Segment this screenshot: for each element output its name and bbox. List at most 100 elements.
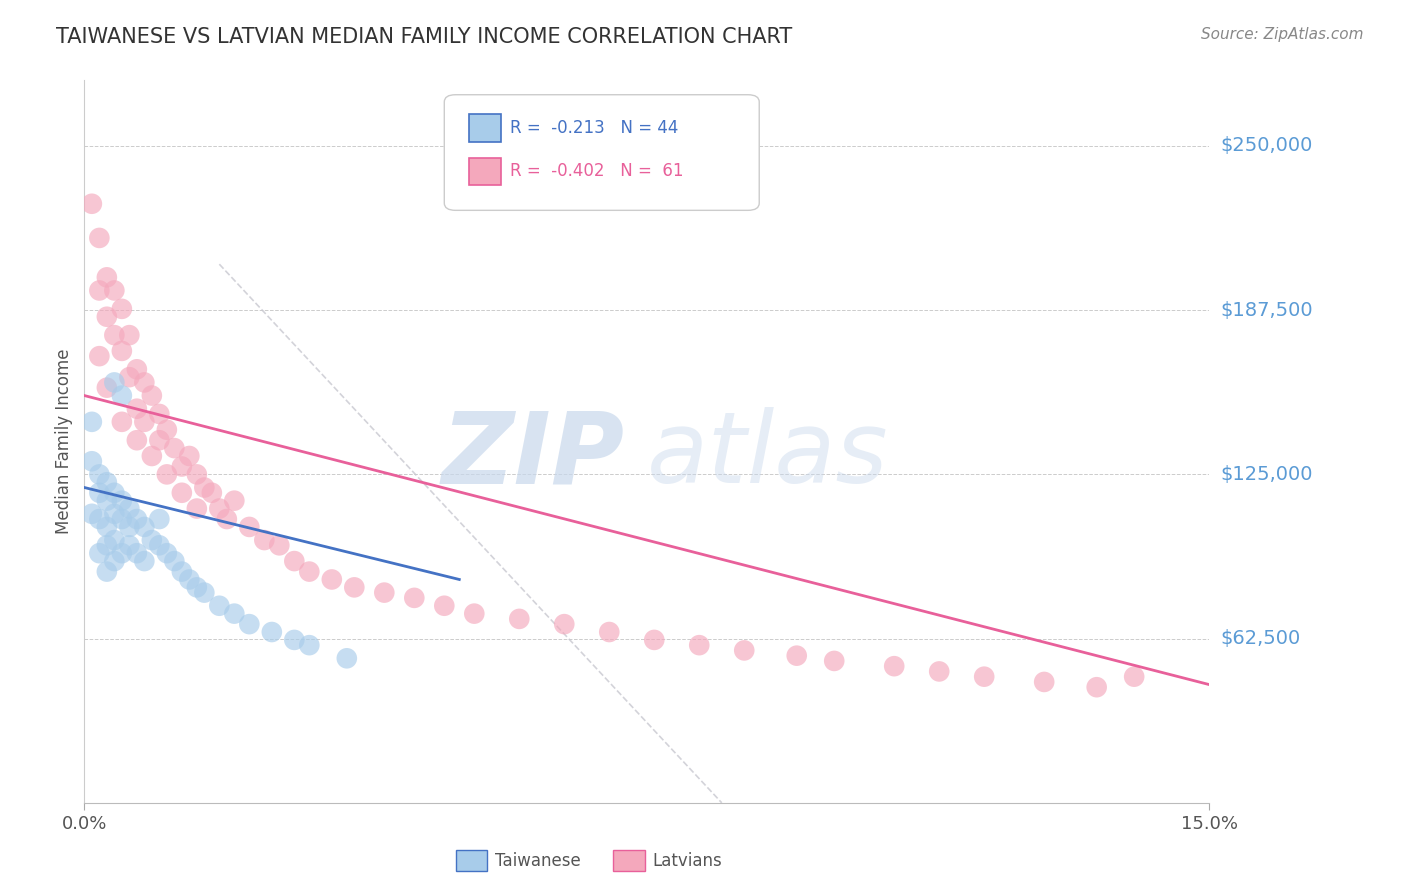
Point	[96, 538, 118, 552]
Point	[238, 617, 260, 632]
Point	[89, 231, 111, 245]
Point	[96, 381, 118, 395]
Point	[179, 449, 201, 463]
Point	[111, 388, 134, 402]
Point	[141, 533, 163, 547]
Point	[215, 512, 238, 526]
Point	[208, 599, 231, 613]
Point	[134, 415, 156, 429]
Point	[186, 467, 208, 482]
Point	[269, 538, 291, 552]
Point	[103, 554, 125, 568]
Point	[463, 607, 485, 621]
Point	[111, 415, 134, 429]
Point	[118, 328, 141, 343]
Point	[103, 507, 125, 521]
Bar	[470, 114, 501, 142]
Point	[643, 632, 665, 647]
Point	[141, 449, 163, 463]
Point	[253, 533, 276, 547]
Point	[118, 520, 141, 534]
Point	[89, 546, 111, 560]
Point	[80, 196, 103, 211]
Text: R =  -0.213   N = 44: R = -0.213 N = 44	[509, 119, 678, 137]
Point	[80, 415, 103, 429]
Text: atlas: atlas	[647, 408, 889, 505]
Point	[404, 591, 426, 605]
Point	[118, 538, 141, 552]
Point	[96, 310, 118, 324]
Point	[148, 538, 170, 552]
Point	[96, 520, 118, 534]
Bar	[613, 850, 644, 871]
Point	[1123, 670, 1146, 684]
Point	[823, 654, 845, 668]
Text: $125,000: $125,000	[1220, 465, 1313, 483]
Point	[89, 349, 111, 363]
Point	[238, 520, 260, 534]
FancyBboxPatch shape	[444, 95, 759, 211]
Point	[1033, 675, 1056, 690]
Text: $62,500: $62,500	[1220, 629, 1301, 648]
Point	[89, 467, 111, 482]
Point	[156, 467, 179, 482]
Point	[134, 554, 156, 568]
Point	[89, 512, 111, 526]
Point	[89, 284, 111, 298]
Point	[260, 625, 283, 640]
Point	[298, 565, 321, 579]
Text: Source: ZipAtlas.com: Source: ZipAtlas.com	[1201, 27, 1364, 42]
Text: ZIP: ZIP	[441, 408, 624, 505]
Point	[103, 376, 125, 390]
Point	[125, 434, 148, 448]
Point	[433, 599, 456, 613]
Point	[125, 512, 148, 526]
Point	[103, 533, 125, 547]
Point	[186, 580, 208, 594]
Point	[343, 580, 366, 594]
Point	[508, 612, 530, 626]
Point	[111, 493, 134, 508]
Point	[193, 481, 215, 495]
Bar	[456, 850, 486, 871]
Point	[208, 501, 231, 516]
Point	[553, 617, 575, 632]
Text: Latvians: Latvians	[652, 852, 723, 870]
Point	[148, 434, 170, 448]
Point	[103, 284, 125, 298]
Point	[89, 485, 111, 500]
Point	[170, 485, 193, 500]
Point	[148, 407, 170, 421]
Point	[973, 670, 995, 684]
Point	[118, 501, 141, 516]
Point	[373, 585, 395, 599]
Point	[201, 485, 224, 500]
Point	[321, 573, 343, 587]
Point	[163, 554, 186, 568]
Y-axis label: Median Family Income: Median Family Income	[55, 349, 73, 534]
Point	[96, 475, 118, 490]
Point	[125, 401, 148, 416]
Text: TAIWANESE VS LATVIAN MEDIAN FAMILY INCOME CORRELATION CHART: TAIWANESE VS LATVIAN MEDIAN FAMILY INCOM…	[56, 27, 793, 46]
Point	[80, 507, 103, 521]
Point	[96, 270, 118, 285]
Point	[170, 565, 193, 579]
Point	[179, 573, 201, 587]
Point	[283, 554, 305, 568]
Point	[163, 441, 186, 455]
Point	[134, 376, 156, 390]
Point	[96, 493, 118, 508]
Point	[118, 370, 141, 384]
Point	[224, 607, 246, 621]
Point	[193, 585, 215, 599]
Point	[336, 651, 359, 665]
Point	[224, 493, 246, 508]
Point	[134, 520, 156, 534]
Point	[96, 565, 118, 579]
Point	[298, 638, 321, 652]
Point	[111, 512, 134, 526]
Point	[928, 665, 950, 679]
Point	[111, 546, 134, 560]
Point	[111, 343, 134, 358]
Point	[786, 648, 808, 663]
